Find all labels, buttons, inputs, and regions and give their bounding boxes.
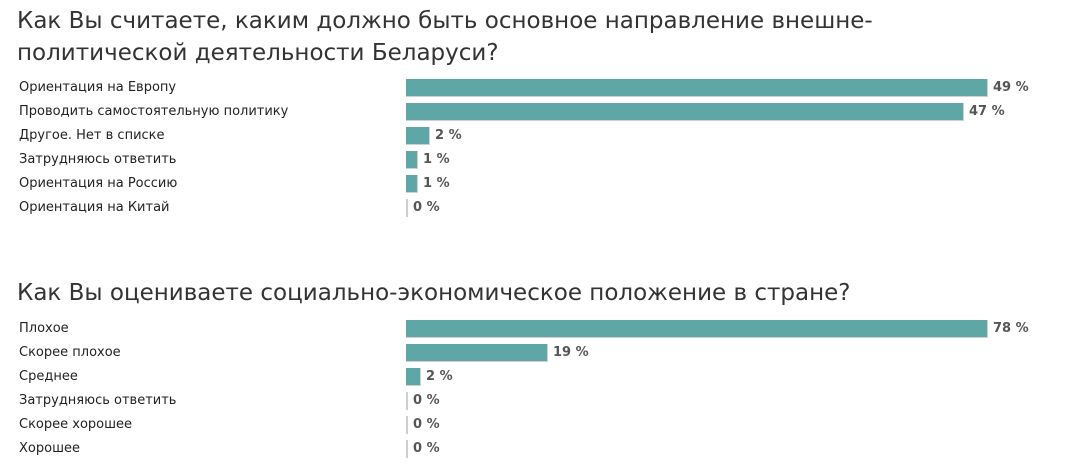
bar — [406, 103, 964, 121]
category-label: Скорее плохое — [19, 345, 121, 360]
chart-row: Ориентация на Китай 0 % — [0, 196, 1069, 220]
value-label: 49 % — [993, 80, 1029, 95]
chart-row: Ориентация на Россию 1 % — [0, 172, 1069, 196]
value-label: 47 % — [969, 104, 1005, 119]
bar — [406, 440, 408, 458]
category-label: Затрудняюсь ответить — [19, 393, 177, 408]
value-label: 19 % — [553, 345, 589, 360]
value-label: 0 % — [413, 441, 440, 456]
category-label: Другое. Нет в списке — [19, 128, 165, 143]
chart-row: Хорошее 0 % — [0, 437, 1069, 461]
chart-row: Скорее плохое 19 % — [0, 341, 1069, 365]
value-label: 1 % — [423, 176, 450, 191]
value-label: 0 % — [413, 417, 440, 432]
category-label: Скорее хорошее — [19, 417, 133, 432]
chart-row: Среднее 2 % — [0, 365, 1069, 389]
value-label: 0 % — [413, 393, 440, 408]
category-label: Хорошее — [19, 441, 80, 456]
poll-title-line: Как Вы оцениваете социально-экономическо… — [17, 280, 851, 306]
category-label: Ориентация на Китай — [19, 200, 170, 215]
chart-row: Затрудняюсь ответить 1 % — [0, 148, 1069, 172]
value-label: 2 % — [435, 128, 462, 143]
value-label: 78 % — [993, 321, 1029, 336]
chart-row: Ориентация на Европу 49 % — [0, 76, 1069, 100]
chart-row: Затрудняюсь ответить 0 % — [0, 389, 1069, 413]
value-label: 0 % — [413, 200, 440, 215]
chart-row: Плохое 78 % — [0, 317, 1069, 341]
bar — [406, 416, 408, 434]
poll-title: Как Вы оцениваете социально-экономическо… — [17, 277, 1057, 309]
value-label: 1 % — [423, 152, 450, 167]
bar — [406, 320, 988, 338]
category-label: Плохое — [19, 321, 69, 336]
poll-title: Как Вы считаете, каким должно быть основ… — [17, 5, 1057, 69]
chart-row: Другое. Нет в списке 2 % — [0, 124, 1069, 148]
category-label: Ориентация на Россию — [19, 176, 178, 191]
bar — [406, 392, 408, 410]
bar — [406, 344, 548, 362]
chart-row: Скорее хорошее 0 % — [0, 413, 1069, 437]
bar — [406, 127, 430, 145]
value-label: 2 % — [426, 369, 453, 384]
poll-title-line: Как Вы считаете, каким должно быть основ… — [17, 8, 873, 34]
bar — [406, 199, 408, 217]
bar — [406, 151, 418, 169]
category-label: Проводить самостоятельную политику — [19, 104, 289, 119]
bar — [406, 368, 421, 386]
poll-title-line: политической деятельности Беларуси? — [17, 40, 499, 66]
category-label: Ориентация на Европу — [19, 80, 177, 95]
chart-row: Проводить самостоятельную политику 47 % — [0, 100, 1069, 124]
bar — [406, 175, 418, 193]
bar — [406, 79, 988, 97]
category-label: Среднее — [19, 369, 78, 384]
category-label: Затрудняюсь ответить — [19, 152, 177, 167]
